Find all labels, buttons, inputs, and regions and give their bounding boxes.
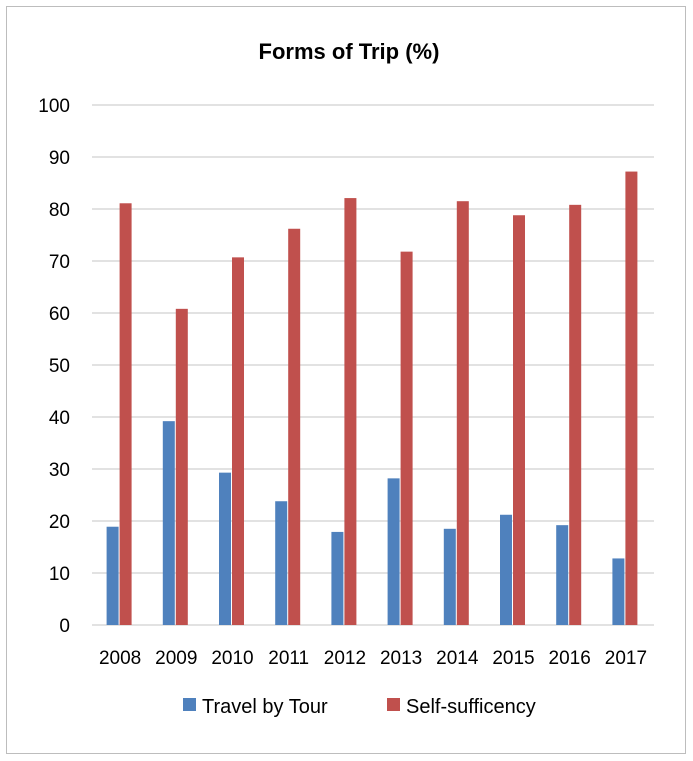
x-axis-ticks: 2008 2009 2010 2011 2012 2013 2014 2015 2016 2017 [99,648,647,669]
legend-label: Travel by Tour [202,696,328,718]
bar-self-sufficency-2011 [288,228,301,625]
y-tick-label: 30 [49,460,70,481]
bar-self-sufficency-2015 [513,215,525,626]
y-tick-label: 60 [49,304,70,325]
bar-travel-by-tour-2012 [331,531,344,625]
x-tick-label: 2016 [549,648,591,669]
chart-title: Forms of Trip (%) [259,39,440,64]
bar-travel-by-tour-2008 [106,526,119,625]
x-tick-label: 2014 [436,648,479,669]
bar-travel-by-tour-2011 [275,501,288,625]
x-tick-label: 2015 [492,648,534,669]
bar-travel-by-tour-2014 [443,528,456,625]
legend: Travel by Tour Self-sufficency [183,696,536,718]
x-tick-label: 2013 [380,648,422,669]
y-tick-label: 100 [38,96,70,117]
x-tick-label: 2017 [605,648,647,669]
bar-travel-by-tour-2010 [219,472,231,625]
x-tick-label: 2008 [99,648,141,669]
y-tick-label: 0 [59,616,70,637]
legend-swatch [183,698,196,711]
legend-swatch [387,698,400,711]
y-axis-ticks: 0 10 20 30 40 50 60 70 80 90 100 [38,96,70,637]
y-tick-label: 90 [49,148,70,169]
bar-self-sufficency-2017 [625,171,638,625]
bar-travel-by-tour-2013 [387,478,400,625]
bar-self-sufficency-2013 [400,251,413,625]
bars [106,171,638,626]
bar-self-sufficency-2008 [119,203,132,625]
y-tick-label: 20 [49,512,70,533]
bar-self-sufficency-2016 [569,204,582,625]
bar-self-sufficency-2009 [175,308,188,625]
y-tick-label: 80 [49,200,70,221]
bar-self-sufficency-2014 [456,201,469,625]
bar-travel-by-tour-2017 [612,558,625,625]
y-tick-label: 70 [49,252,70,273]
x-tick-label: 2010 [211,648,253,669]
bar-travel-by-tour-2015 [500,514,512,625]
x-tick-label: 2009 [155,648,197,669]
bar-travel-by-tour-2009 [162,421,175,625]
bar-self-sufficency-2012 [344,198,357,625]
y-tick-label: 50 [49,356,70,377]
bar-travel-by-tour-2016 [556,525,569,625]
y-tick-label: 40 [49,408,70,429]
legend-label: Self-sufficency [406,696,536,718]
y-tick-label: 10 [49,564,70,585]
bar-self-sufficency-2010 [232,257,244,625]
x-tick-label: 2012 [324,648,366,669]
x-tick-label: 2011 [268,648,309,669]
